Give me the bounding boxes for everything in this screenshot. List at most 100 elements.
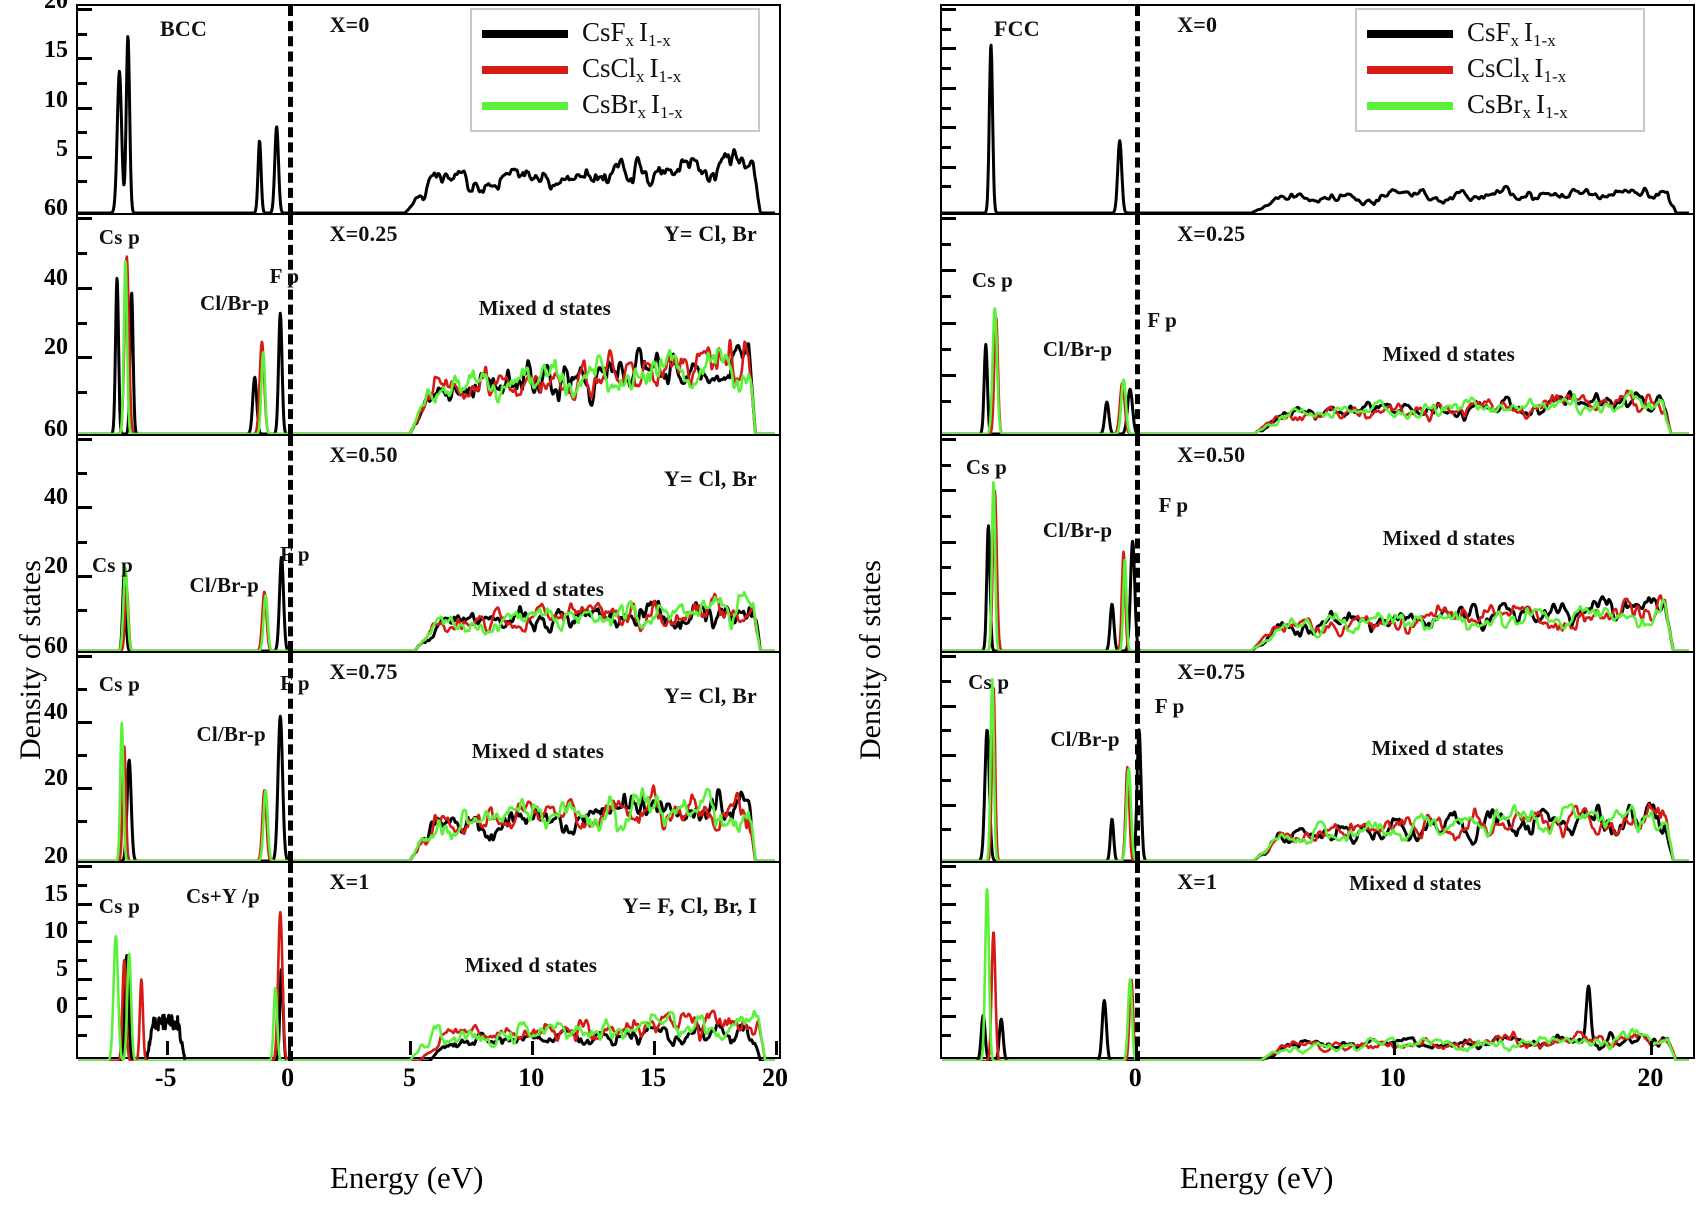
x-axis-tick-mark	[1650, 1041, 1654, 1055]
fermi-level-line	[287, 863, 293, 1061]
x-axis-tick-label: 5	[402, 1063, 416, 1092]
y-axis-tick-label: 40	[44, 484, 68, 511]
y-axis-minor-tick	[78, 921, 87, 925]
y-axis-minor-tick	[78, 321, 87, 325]
y-axis-minor-tick	[942, 145, 951, 149]
y-axis-tick-mark	[942, 754, 956, 758]
x-axis-tick-label: 20	[1637, 1063, 1664, 1092]
composition-label: X=0.25	[329, 221, 398, 246]
y-axis-tick-mark	[942, 269, 956, 273]
y-axis-minor-tick	[78, 180, 87, 184]
y-axis-tick-mark	[78, 1015, 92, 1019]
y-axis-tick-mark	[942, 47, 956, 51]
fcc-column: Density of states Energy (eV) X=0 FCC X=0.…	[850, 0, 1700, 1223]
legend-line-swatch	[1367, 30, 1453, 38]
y-axis-minor-tick	[942, 185, 951, 189]
y-axis-tick-mark	[78, 977, 92, 981]
dos-panel-fcc-X075: X=0.75 Cs p Cl/Br-p F p Mixed d states	[942, 651, 1693, 861]
y-axis-minor-tick	[78, 754, 87, 758]
y-axis-minor-tick	[942, 243, 951, 247]
alloy-note: Y= Cl, Br	[663, 221, 757, 246]
legend-label: CsFx I1-x	[582, 17, 671, 50]
series-5bf13a	[78, 935, 775, 1061]
series-d41b16	[942, 686, 1689, 861]
y-axis-tick-mark	[78, 787, 92, 791]
legend-item: CsFx I1-x	[1367, 16, 1633, 52]
fermi-level-line	[1135, 6, 1141, 213]
y-axis-minor-tick	[78, 1034, 87, 1038]
orbital-annotation: Cl/Br-p	[1042, 517, 1113, 542]
y-axis-tick-label: 60	[44, 195, 68, 221]
orbital-annotation: Mixed d states	[471, 576, 605, 601]
orbital-annotation: Cs p	[98, 224, 140, 249]
dos-curves	[78, 714, 775, 861]
legend-item: CsFx I1-x	[482, 16, 748, 52]
legend: CsFx I1-x CsClx I1-x CsBrx I1-x	[470, 8, 760, 132]
y-axis-tick-mark	[942, 217, 956, 220]
y-axis-minor-tick	[942, 883, 951, 887]
y-axis-tick-label: 20	[44, 552, 68, 579]
y-axis-label-left: Density of states	[14, 560, 47, 760]
orbital-annotation: F p	[280, 670, 310, 695]
y-axis-minor-tick	[78, 251, 87, 255]
orbital-annotation: Cs p	[968, 669, 1010, 694]
x-axis-tick-label: -5	[154, 1063, 177, 1092]
series-5bf13a	[78, 260, 775, 434]
y-axis-tick-mark	[942, 1015, 956, 1019]
y-axis-tick-label: 0	[56, 993, 68, 1020]
y-axis-tick-mark	[78, 57, 92, 61]
series-5bf13a	[942, 307, 1689, 434]
y-axis-minor-tick	[942, 921, 951, 925]
fcc-panel-stack: X=0 FCC X=0.25 Cs p Cl/Br-p F p Mixed d states…	[940, 4, 1695, 1061]
x-axis-tick-mark	[287, 1041, 291, 1055]
series-000000	[78, 556, 775, 651]
dos-curves	[942, 481, 1689, 651]
y-axis-tick-label: 40	[44, 264, 68, 291]
fermi-level-line	[1135, 653, 1141, 861]
y-axis-label-right: Density of states	[854, 560, 887, 760]
y-axis-tick-label: 40	[44, 699, 68, 726]
bcc-column: Density of states Energy (eV) X=0 BCC X=0.…	[14, 0, 788, 1195]
structure-label: BCC	[160, 16, 208, 41]
x-axis-tick-mark	[409, 1041, 413, 1055]
structure-label: FCC	[994, 16, 1040, 41]
fermi-level-line	[287, 436, 293, 651]
y-axis-tick-label: 20	[44, 334, 68, 361]
y-axis-tick-mark	[942, 8, 956, 11]
orbital-annotation: Cl/Br-p	[199, 290, 270, 315]
y-axis-tick-mark	[942, 704, 956, 708]
series-000000	[942, 728, 1689, 861]
y-axis-tick-mark	[942, 803, 956, 807]
legend-item: CsClx I1-x	[1367, 52, 1633, 88]
y-axis-minor-tick	[78, 883, 87, 887]
orbital-annotation: Mixed d states	[1382, 526, 1516, 551]
y-axis-minor-tick	[942, 27, 951, 31]
dos-panel-fcc-X025: X=0.25 Cs p Cl/Br-p F p Mixed d states	[942, 213, 1693, 434]
orbital-annotation: Cl/Br-p	[1050, 726, 1120, 751]
y-axis-minor-tick	[942, 729, 951, 733]
x-axis-tick-label: 15	[640, 1063, 667, 1092]
x-axis-tick-mark	[165, 1041, 169, 1055]
series-d41b16	[78, 255, 775, 434]
dos-curves	[942, 677, 1689, 861]
y-axis-tick-mark	[78, 286, 92, 290]
series-5bf13a	[78, 721, 775, 861]
y-axis-tick-mark	[942, 489, 956, 493]
composition-label: X=0	[1177, 12, 1218, 37]
y-axis-tick-label: 20	[44, 843, 68, 869]
y-axis-minor-tick	[942, 617, 951, 621]
bcc-panel-stack: X=0 BCC X=0.25 Y= Cl, Br Cs p Cl/Br-p F p Mixed…	[76, 4, 781, 1061]
y-axis-tick-label: 20	[44, 765, 68, 792]
orbital-annotation: Mixed d states	[1371, 736, 1504, 761]
x-axis-tick-label: 0	[281, 1063, 295, 1092]
dos-curves	[78, 35, 775, 213]
dos-panel-fcc-X0: X=0 FCC	[942, 6, 1693, 213]
dos-panel-bcc-X0: X=0 BCC	[78, 6, 779, 213]
fermi-level-line	[1135, 863, 1141, 1061]
y-axis-tick-label: 15	[44, 880, 68, 907]
y-axis-tick-label: 10	[44, 86, 68, 113]
orbital-annotation: F p	[1154, 693, 1185, 718]
orbital-annotation: Cl/Br-p	[1042, 336, 1113, 361]
legend-line-swatch	[482, 102, 568, 110]
legend-item: CsClx I1-x	[482, 52, 748, 88]
